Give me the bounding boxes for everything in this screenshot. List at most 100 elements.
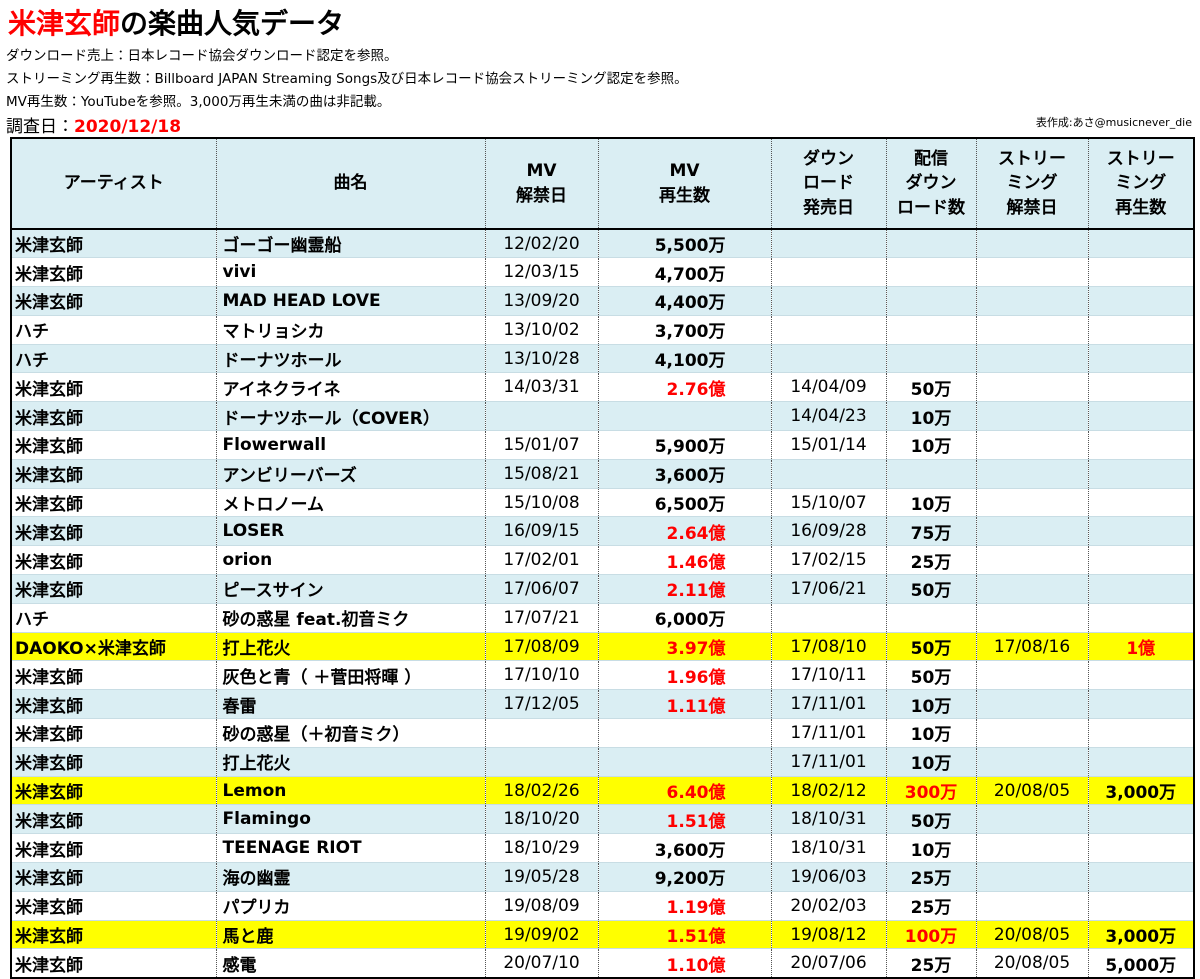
table-cell: 9,200万 [597,862,771,892]
table-cell: 4,700万 [597,257,771,288]
table-cell: 米津玄師 [10,372,216,403]
table-cell: 米津玄師 [10,516,216,547]
table-cell [770,603,886,633]
table-cell [1087,229,1194,259]
table-cell: 砂の惑星（＋初音ミク） [215,718,485,748]
cell-text: 25万 [910,955,952,976]
cell-text: 17/11/01 [790,751,867,772]
table-row: 米津玄師 パプリカ 19/08/09 1.19億 20/02/03 25万 [10,891,1194,921]
cell-text: 10万 [910,754,952,775]
table-cell [885,229,976,259]
column-header: MV 解禁日 [484,138,598,230]
table-cell: 17/11/01 [770,718,886,748]
cell-text: 14/04/23 [790,406,867,427]
cell-text: 1.46億 [666,552,726,573]
table-cell [975,747,1088,777]
table-cell [975,574,1088,604]
table-cell: 米津玄師 [10,286,216,316]
header-line: 解禁日 [516,185,567,206]
table-cell: Flamingo [215,804,485,835]
cell-text: 米津玄師 [15,408,83,429]
table-cell: 17/02/01 [484,545,598,576]
cell-text: メトロノーム [222,495,325,516]
table-cell: 米津玄師 [10,488,216,518]
table-row: 米津玄師 灰色と青（ ＋菅田将暉 ） 17/10/10 1.96億 17/10/11 50… [10,660,1194,691]
table-cell: 2.64億 [597,516,771,547]
header-line: ミング [1006,173,1058,194]
table-cell: 20/08/05 [975,948,1088,979]
cell-text: 3.97億 [666,639,726,660]
table-cell: 14/04/23 [770,401,886,432]
cell-text: 米津玄師 [15,466,83,487]
table-row: 米津玄師 ピースサイン 17/06/07 2.11億 17/06/21 50万 [10,574,1194,604]
cell-text: 米津玄師 [15,783,83,804]
table-row: 米津玄師 ゴーゴー幽霊船 12/02/20 5,500万 [10,229,1194,259]
table-cell [975,315,1088,345]
table-cell: ドーナツホール（COVER） [215,401,485,432]
table-cell: ピースサイン [215,574,485,604]
cell-text: 13/10/28 [503,348,580,369]
column-header: ダウン ロード 発売日 [770,138,886,230]
table-cell [1087,747,1194,777]
table-cell: 10万 [885,718,976,748]
cell-text: 米津玄師 [15,754,83,775]
table-cell [1087,689,1194,720]
table-cell: ハチ [10,344,216,374]
cell-text: MAD HEAD LOVE [222,290,381,311]
table-row: 米津玄師 メトロノーム 15/10/08 6,500万 15/10/07 10万 [10,488,1194,518]
table-cell: 25万 [885,545,976,576]
header-line: 曲名 [333,173,368,194]
table-row: 米津玄師 Lemon 18/02/26 6.40億 18/02/12 300万 20/08/… [10,776,1194,806]
survey-date: 2020/12/18 [74,117,182,137]
table-cell [975,689,1088,720]
table-cell: TEENAGE RIOT [215,833,485,864]
table-row: DAOKO×米津玄師 打上花火 17/08/09 3.97億 17/08/10 50万 17… [10,632,1194,662]
table-cell [770,257,886,288]
header-line: 再生数 [659,185,710,206]
cell-text: ハチ [15,610,49,631]
table-cell [975,718,1088,748]
table-cell: 米津玄師 [10,804,216,835]
table-cell: 1.46億 [597,545,771,576]
header-line: MV [526,160,557,181]
table-cell [1087,372,1194,403]
cell-text: 17/06/21 [790,578,867,599]
cell-text: 打上花火 [222,754,291,775]
cell-text: 5,000万 [1105,955,1177,976]
cell-text: 米津玄師 [15,955,83,976]
table-cell [1087,257,1194,288]
table-cell: 1.19億 [597,891,771,921]
cell-text: LOSER [222,521,285,542]
cell-text: 13/09/20 [503,290,580,311]
table-cell: 50万 [885,574,976,604]
cell-text: 18/10/29 [503,838,580,859]
table-cell: LOSER [215,516,485,547]
table-cell: 2.11億 [597,574,771,604]
table-cell: 米津玄師 [10,776,216,806]
cell-text: 15/10/08 [503,492,580,513]
table-cell [975,603,1088,633]
header-line: ダウン [905,173,957,194]
cell-text: 10万 [910,437,952,458]
table-cell: ドーナツホール [215,344,485,374]
table-cell [1087,660,1194,691]
table-body: 米津玄師 ゴーゴー幽霊船 12/02/20 5,500万 米津玄師 vivi 12/03/1… [10,229,1194,979]
table-cell [770,459,886,489]
table-cell [1087,574,1194,604]
cell-text: 1.51億 [666,927,726,948]
header-line: MV [669,160,700,181]
cell-text: 2.64億 [666,523,726,544]
table-cell: 12/02/20 [484,229,598,259]
table-cell: 米津玄師 [10,862,216,892]
table-cell: 米津玄師 [10,718,216,748]
cell-text: 米津玄師 [15,927,83,948]
table-cell: 17/08/10 [770,632,886,662]
table-cell: 米津玄師 [10,833,216,864]
table-cell [1087,430,1194,460]
header-line: ミング [1115,173,1167,194]
table-cell [484,401,598,432]
table-cell: 米津玄師 [10,574,216,604]
table-cell: 米津玄師 [10,920,216,950]
table-cell: 6.40億 [597,776,771,806]
column-header: アーティスト [10,138,216,230]
